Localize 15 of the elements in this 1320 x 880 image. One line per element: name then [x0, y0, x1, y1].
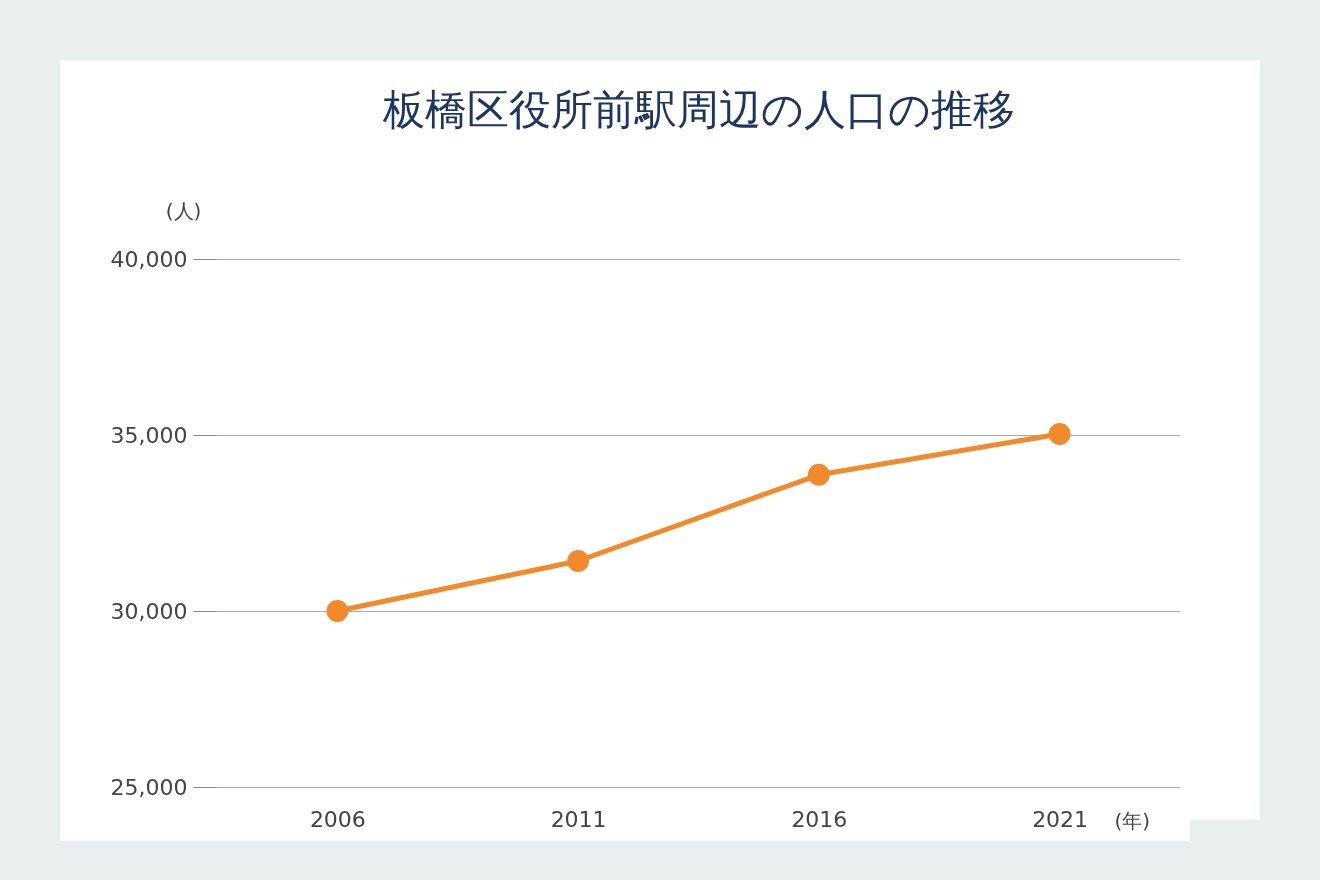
chart-title: 板橋区役所前駅周辺の人口の推移 — [381, 85, 1015, 134]
y-tick-label: 35,000 — [110, 422, 188, 448]
x-tick-label: 2006 — [309, 806, 366, 832]
x-tick-label: 2011 — [550, 806, 607, 832]
point — [1048, 423, 1071, 445]
point — [807, 463, 830, 486]
point — [567, 550, 590, 572]
point — [326, 600, 349, 622]
x-axis-title: (年) — [1114, 808, 1151, 833]
y-tick-label: 25,000 — [110, 774, 188, 800]
x-tick-label: 2016 — [791, 806, 848, 832]
x-tick-label: 2021 — [1032, 806, 1089, 832]
y-tick-label: 30,000 — [110, 598, 188, 624]
y-tick-label: 40,000 — [110, 246, 188, 272]
y-axis-title: (人) — [165, 198, 202, 223]
